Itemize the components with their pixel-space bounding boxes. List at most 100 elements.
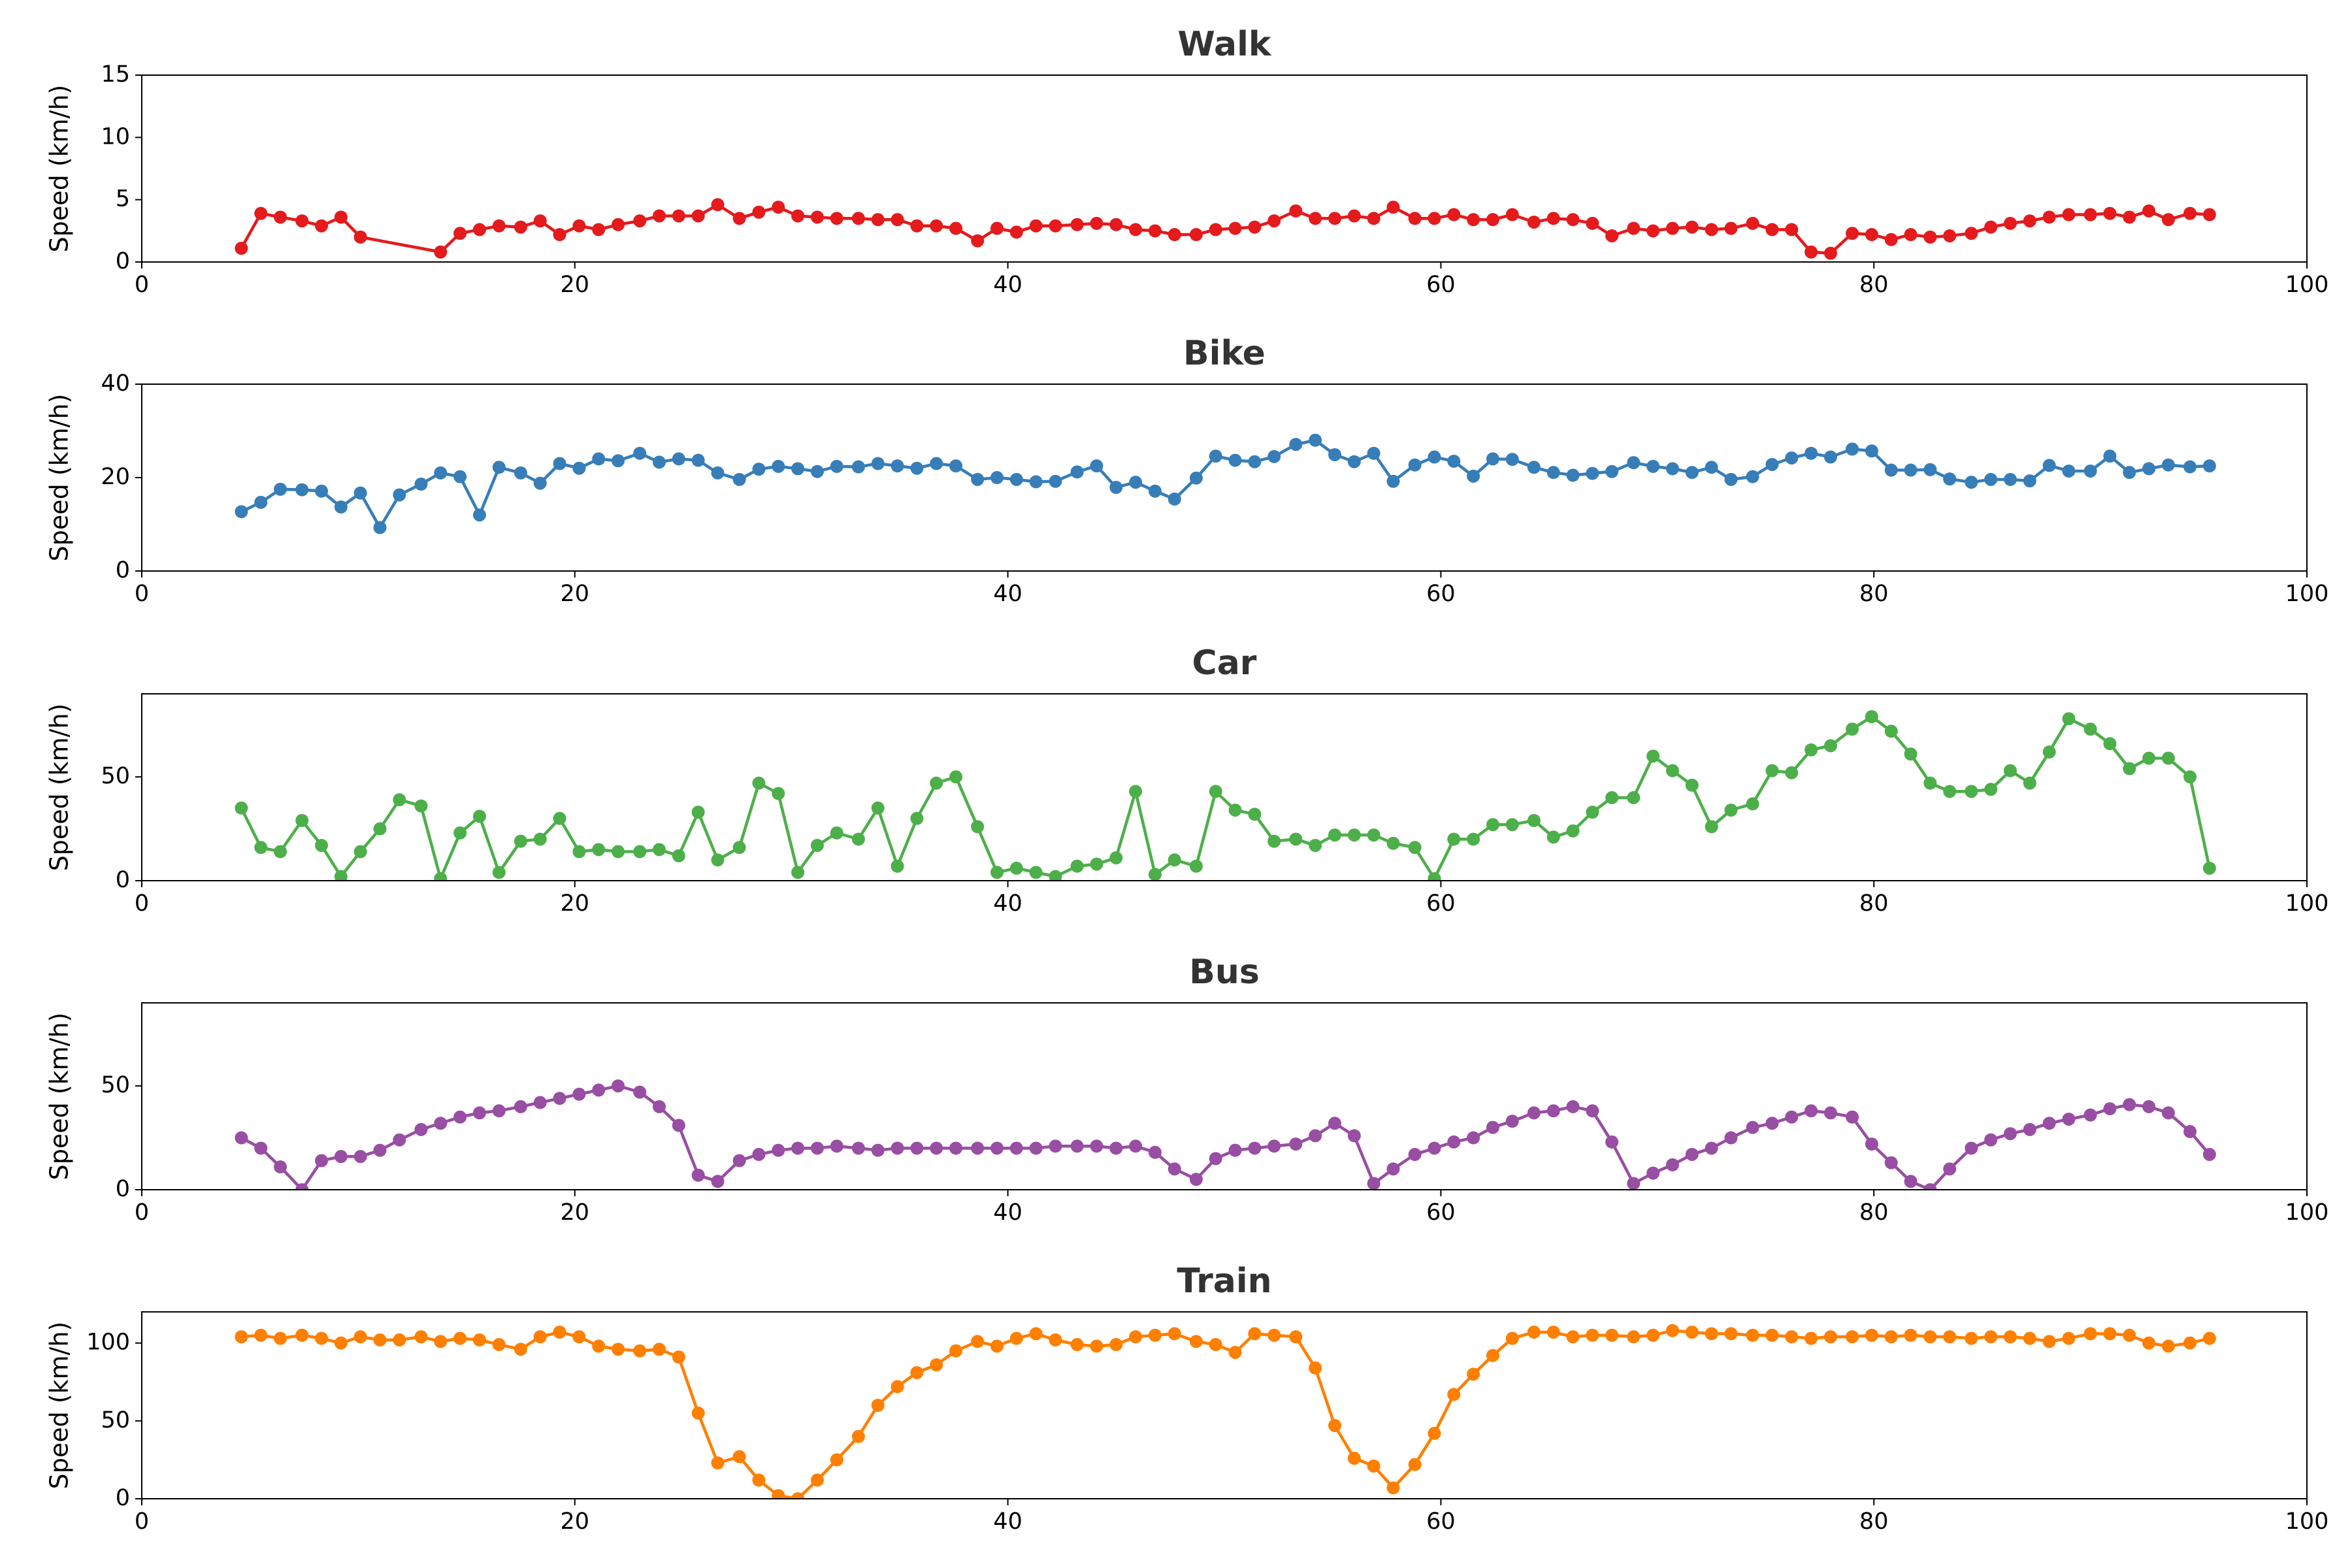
speed-point: [1785, 223, 1799, 237]
speed-point: [533, 214, 547, 228]
speed-point: [393, 1133, 406, 1147]
speed-point: [1665, 764, 1679, 777]
speed-point: [1527, 1106, 1541, 1120]
speed-point: [653, 1343, 666, 1356]
speed-point: [1189, 228, 1203, 242]
x-tick-label: 0: [135, 581, 149, 607]
x-tick-label: 20: [561, 581, 590, 607]
speed-point: [414, 1122, 428, 1136]
x-tick-label: 0: [135, 272, 149, 298]
y-tick-label: 0: [116, 867, 130, 893]
y-tick-label: 0: [116, 1485, 130, 1511]
speed-point: [373, 521, 387, 534]
speed-point: [1228, 221, 1242, 235]
speed-point: [1347, 455, 1361, 468]
speed-point: [1904, 747, 1918, 761]
subplot-title: Train: [1177, 1262, 1271, 1301]
subplot: Train Speed (km/h) 0 20 40 60 80 100 0 50 100: [45, 1262, 2329, 1535]
speed-point: [2183, 1125, 2197, 1139]
speed-point: [772, 459, 785, 473]
speed-point: [1189, 1335, 1203, 1348]
speed-point: [711, 466, 725, 480]
speed-point: [1209, 1338, 1222, 1352]
speed-point: [1527, 215, 1541, 229]
speed-point: [910, 461, 924, 475]
axes-frame: [141, 1311, 2308, 1499]
speed-point: [414, 478, 428, 491]
speed-point: [2023, 474, 2036, 488]
axes-frame: [141, 1002, 2308, 1190]
speed-point: [1765, 457, 1779, 471]
speed-point: [1328, 212, 1342, 225]
speed-point: [334, 870, 348, 881]
speed-point: [2083, 1108, 2097, 1122]
speed-point: [1267, 449, 1281, 463]
speed-point: [2103, 737, 2117, 751]
speed-point: [592, 223, 606, 237]
x-tick-label: 20: [561, 1200, 590, 1226]
speed-point: [1527, 813, 1541, 827]
speed-point: [1865, 1328, 1878, 1342]
speed-point: [254, 841, 268, 855]
x-tick-label: 0: [135, 1200, 149, 1226]
speed-point: [1109, 218, 1123, 231]
speed-point: [2161, 458, 2175, 472]
speed-point: [1746, 797, 1759, 811]
speed-point: [1228, 453, 1242, 467]
speed-line: [240, 203, 2210, 255]
speed-point: [2123, 1328, 2136, 1342]
speed-point: [1009, 861, 1023, 875]
speed-point: [553, 1092, 566, 1105]
speed-point: [1309, 1129, 1322, 1143]
speed-point: [315, 484, 329, 498]
y-tick-label: 5: [116, 186, 130, 212]
speed-point: [472, 1106, 486, 1120]
speed-point: [752, 776, 766, 790]
speed-point: [830, 826, 843, 840]
speed-point: [1228, 1345, 1242, 1359]
speed-point: [274, 1331, 287, 1345]
speed-point: [254, 1141, 268, 1155]
speed-point: [1090, 857, 1103, 871]
speed-point: [1109, 1338, 1123, 1352]
speed-point: [910, 219, 924, 233]
speed-point: [910, 1141, 924, 1155]
speed-point: [1367, 212, 1380, 225]
x-tick-label: 40: [993, 1509, 1022, 1535]
speed-point: [572, 845, 586, 858]
speed-point: [810, 465, 824, 478]
speed-point: [672, 1119, 685, 1132]
speed-point: [1685, 466, 1699, 480]
speed-point: [1846, 1110, 1859, 1124]
speed-point: [453, 1110, 467, 1124]
speed-point: [315, 219, 329, 233]
speed-point: [2003, 472, 2017, 486]
speed-point: [315, 838, 329, 852]
speed-point: [691, 1406, 705, 1420]
speed-point: [1984, 1133, 1998, 1147]
speed-point: [1546, 830, 1560, 844]
speed-point: [1685, 1325, 1699, 1339]
speed-point: [1546, 466, 1560, 480]
speed-point: [1846, 227, 1859, 240]
speed-point: [1505, 453, 1519, 466]
subplot-title: Bike: [1183, 334, 1266, 373]
speed-point: [1904, 228, 1918, 242]
speed-point: [1029, 1327, 1043, 1341]
speed-point: [1267, 214, 1281, 228]
speed-point: [1546, 1104, 1560, 1118]
speed-point: [1665, 221, 1679, 235]
speed-point: [791, 866, 805, 879]
x-tick-label: 0: [135, 1509, 149, 1535]
speed-point: [1884, 1330, 1898, 1344]
speed-point: [1347, 209, 1361, 223]
speed-point: [1248, 1141, 1262, 1155]
speed-point: [1168, 228, 1181, 242]
speed-point: [2161, 1339, 2175, 1353]
speed-point: [2123, 1098, 2136, 1111]
speed-line: [240, 715, 2212, 881]
speed-point: [871, 801, 885, 815]
speed-point: [1865, 228, 1878, 242]
speed-point: [1605, 1328, 1619, 1342]
